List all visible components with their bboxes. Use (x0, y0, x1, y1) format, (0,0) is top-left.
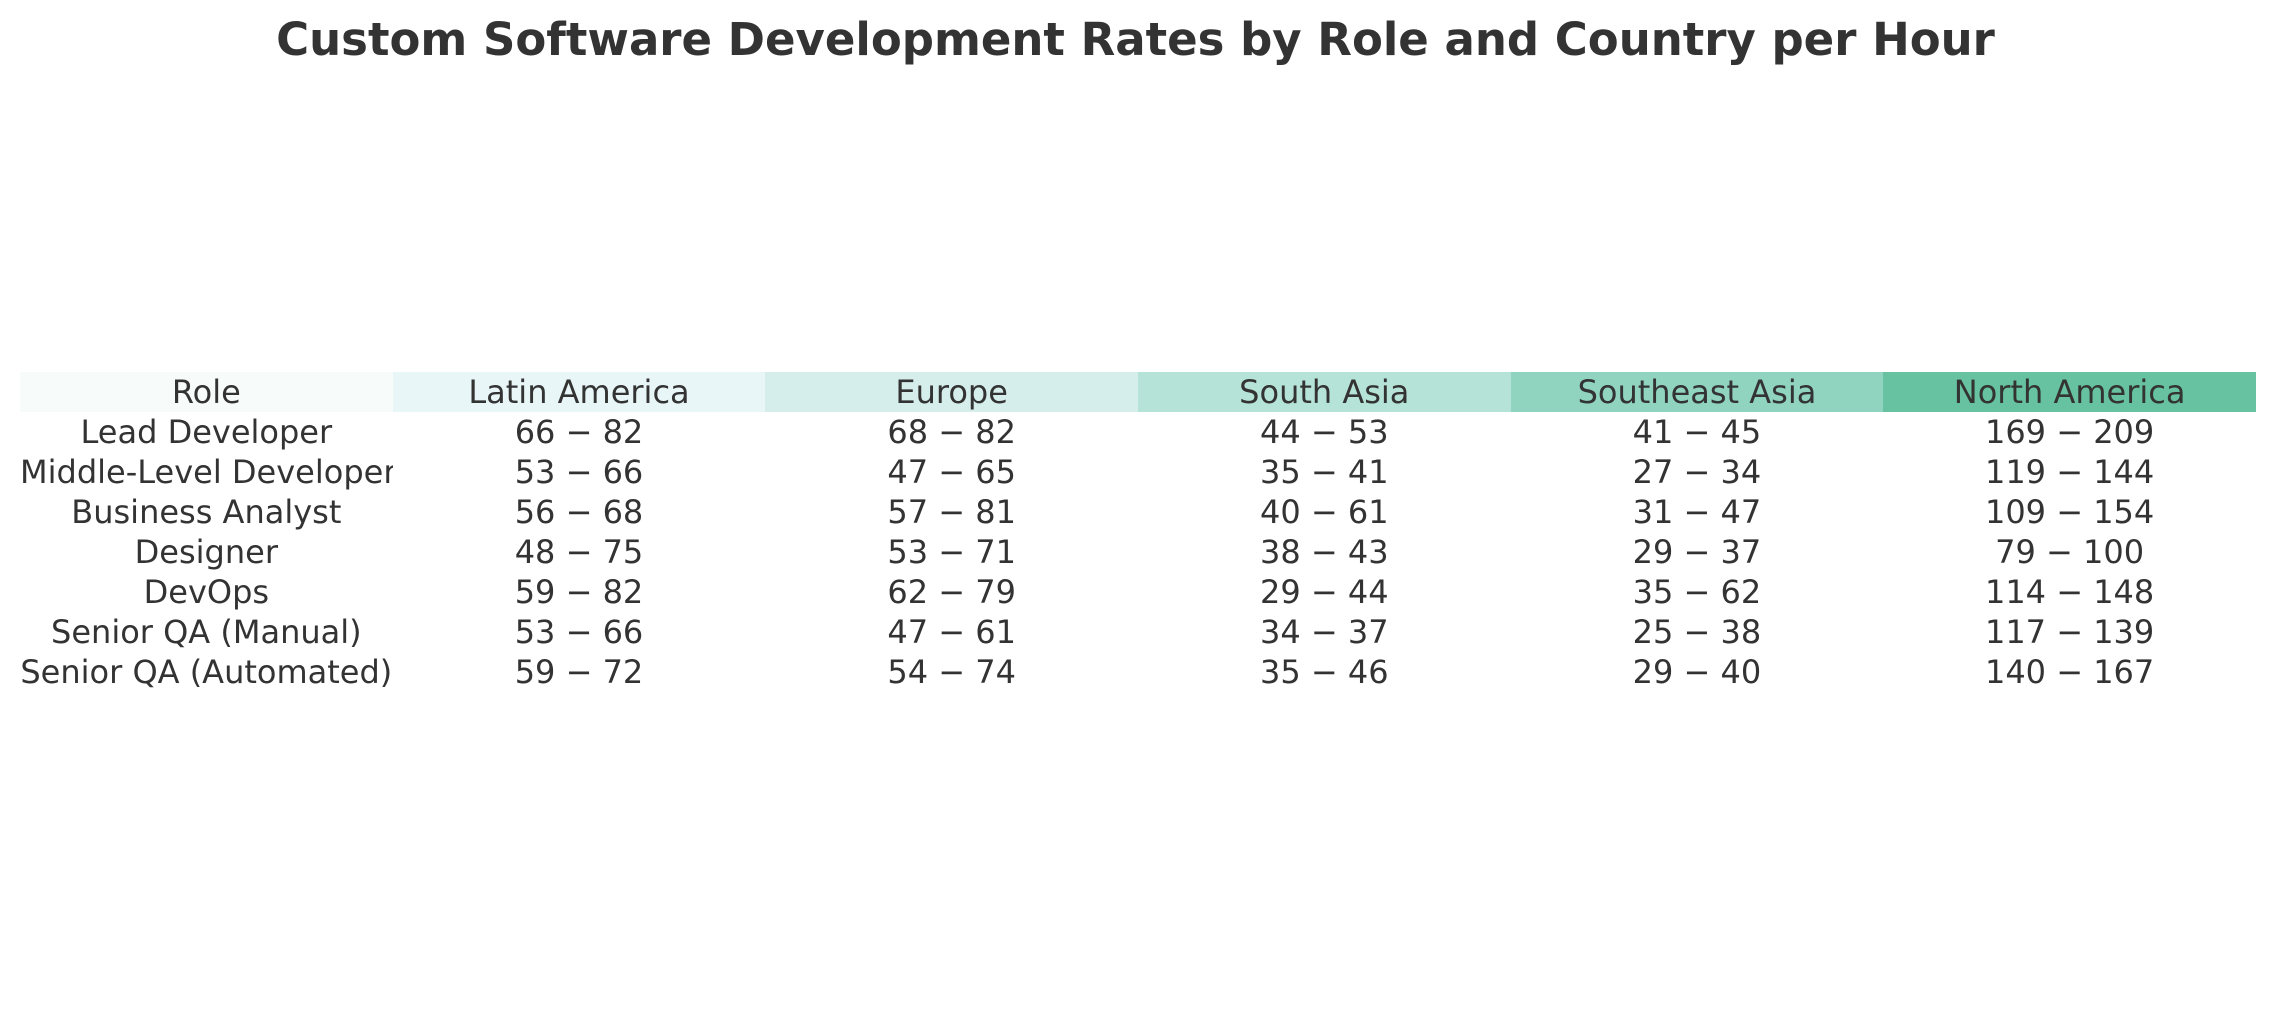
table-row: Middle-Level Developer 53 − 66 47 − 65 3… (20, 452, 2256, 492)
row-label-text: Business Analyst (71, 493, 342, 531)
table-row: DevOps 59 − 82 62 − 79 29 − 44 35 − 62 1… (20, 572, 2256, 612)
rate-cell: 109 − 154 (1984, 493, 2155, 531)
row-label-text: Senior QA (Manual) (51, 613, 362, 651)
row-label: Middle-Level Developer (20, 452, 393, 492)
rate-cell: 34 − 37 (1260, 613, 1389, 651)
rate-cell: 117 − 139 (1984, 613, 2155, 651)
row-label: Lead Developer (20, 412, 393, 452)
rate-cell: 56 − 68 (514, 493, 644, 531)
row-label-text: Designer (134, 533, 278, 571)
table-row: Senior QA (Manual) 53 − 66 47 − 61 34 − … (20, 612, 2256, 652)
rate-cell: 53 − 71 (887, 533, 1016, 571)
row-label: Senior QA (Manual) (20, 612, 393, 652)
rate-cell: 79 − 100 (1995, 533, 2145, 571)
header-row: Role Latin America Europe South Asia Sou… (20, 372, 2256, 412)
rate-cell: 29 − 44 (1260, 573, 1389, 611)
row-label: DevOps (20, 572, 393, 612)
table-row: Business Analyst 56 − 68 57 − 81 40 − 61… (20, 492, 2256, 532)
row-label-text: Middle-Level Developer (20, 453, 393, 491)
rate-cell: 169 − 209 (1984, 413, 2155, 451)
rate-cell: 140 − 167 (1984, 653, 2155, 691)
rate-cell: 38 − 43 (1260, 533, 1389, 571)
header-latin-america: Latin America (392, 372, 766, 412)
rate-cell: 29 − 37 (1632, 533, 1762, 571)
rate-cell: 25 − 38 (1632, 613, 1762, 651)
row-label: Senior QA (Automated) (20, 652, 393, 692)
rate-cell: 27 − 34 (1632, 453, 1762, 491)
rate-cell: 62 − 79 (887, 573, 1016, 611)
row-label: Designer (20, 532, 393, 572)
rate-cell: 47 − 61 (887, 613, 1016, 651)
rate-cell: 59 − 72 (514, 653, 644, 691)
rate-cell: 57 − 81 (887, 493, 1016, 531)
rate-cell: 29 − 40 (1632, 653, 1762, 691)
rate-cell: 114 − 148 (1984, 573, 2155, 611)
table-row: Designer 48 − 75 53 − 71 38 − 43 29 − 37… (20, 532, 2256, 572)
rate-cell: 53 − 66 (514, 453, 644, 491)
rate-cell: 68 − 82 (887, 413, 1016, 451)
rate-cell: 40 − 61 (1260, 493, 1389, 531)
rate-cell: 31 − 47 (1632, 493, 1762, 531)
rate-cell: 54 − 74 (887, 653, 1016, 691)
rate-cell: 47 − 65 (887, 453, 1016, 491)
table-row: Senior QA (Automated) 59 − 72 54 − 74 35… (20, 652, 2256, 692)
rates-table: Role Latin America Europe South Asia Sou… (20, 372, 2256, 692)
rate-cell: 59 − 82 (514, 573, 644, 611)
rate-cell: 119 − 144 (1984, 453, 2155, 491)
rate-cell: 66 − 82 (514, 413, 644, 451)
rate-cell: 35 − 62 (1632, 573, 1762, 611)
table-row: Lead Developer 66 − 82 68 − 82 44 − 53 4… (20, 412, 2256, 452)
header-south-asia: South Asia (1137, 372, 1511, 412)
header-southeast-asia: Southeast Asia (1510, 372, 1884, 412)
rate-cell: 53 − 66 (514, 613, 644, 651)
rate-cell: 44 − 53 (1260, 413, 1389, 451)
chart-title: Custom Software Development Rates by Rol… (276, 13, 1995, 66)
row-label-text: DevOps (143, 573, 270, 611)
header-role: Role (20, 372, 393, 412)
rate-cell: 35 − 41 (1260, 453, 1389, 491)
row-label-text: Lead Developer (80, 413, 333, 451)
header-europe: Europe (765, 372, 1138, 412)
header-north-america: North America (1883, 372, 2256, 412)
row-label: Business Analyst (20, 492, 393, 532)
rate-cell: 35 − 46 (1260, 653, 1389, 691)
rate-cell: 48 − 75 (514, 533, 644, 571)
row-label-text: Senior QA (Automated) (20, 653, 393, 691)
rate-cell: 41 − 45 (1632, 413, 1762, 451)
